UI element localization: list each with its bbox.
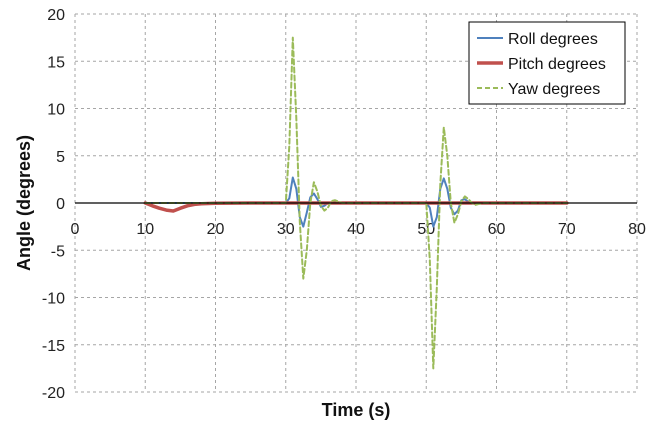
x-tick-label: 50: [417, 221, 435, 238]
y-tick-labels: -20 -15 -10 -5 0 5 10 15 20: [42, 7, 65, 402]
x-axis-title: Time (s): [322, 400, 391, 420]
y-tick-label: 20: [47, 7, 65, 24]
y-tick-label: 5: [56, 149, 65, 166]
x-tick-label: 20: [207, 221, 225, 238]
legend-label-pitch: Pitch degrees: [508, 56, 606, 73]
y-tick-label: 10: [47, 102, 65, 119]
y-tick-label: 15: [47, 54, 65, 71]
y-tick-label: -20: [42, 385, 65, 402]
y-tick-label: 0: [56, 196, 65, 213]
x-tick-labels: 0 10 20 30 40 50 60 70 80: [71, 221, 646, 238]
y-tick-label: -15: [42, 338, 65, 355]
x-tick-label: 80: [628, 221, 646, 238]
x-tick-label: 60: [488, 221, 506, 238]
x-tick-label: 0: [71, 221, 80, 238]
x-tick-label: 10: [136, 221, 154, 238]
legend-label-yaw: Yaw degrees: [508, 81, 600, 98]
y-axis-title: Angle (degrees): [14, 135, 34, 271]
legend: Roll degrees Pitch degrees Yaw degrees: [468, 21, 626, 105]
y-tick-label: -5: [51, 243, 65, 260]
legend-label-roll: Roll degrees: [508, 31, 598, 48]
x-tick-label: 70: [558, 221, 576, 238]
x-tick-label: 30: [277, 221, 295, 238]
x-tick-label: 40: [347, 221, 365, 238]
y-tick-label: -10: [42, 291, 65, 308]
